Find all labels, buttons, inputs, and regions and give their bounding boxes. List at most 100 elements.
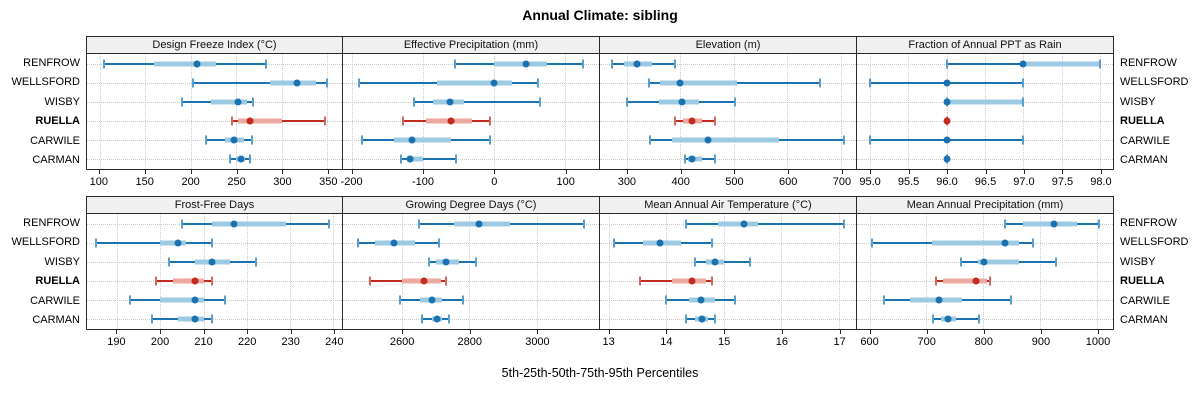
axis-tick-label: 13 [602, 336, 615, 348]
axis-tick [144, 170, 146, 174]
gridline-vertical [841, 54, 842, 169]
axis-tick [116, 330, 118, 334]
gridline-vertical [536, 214, 538, 329]
axis-tick [160, 330, 162, 334]
panel-effective-precipitation-mm: Effective Precipitation (mm) -200 -100 0 100 [340, 36, 600, 196]
station-label-wisby: WISBY [1120, 255, 1156, 268]
cap-5th-wellsford [613, 238, 616, 248]
station-label-carwile: CARWILE [1120, 134, 1170, 147]
median-dot-carwile [408, 136, 416, 144]
axis-tick-label: 700 [832, 176, 852, 188]
gridline-vertical [281, 54, 283, 169]
panel-mean-annual-precipitation-mm: Mean Annual Precipitation (mm) 600 700 800 9… [857, 196, 1114, 358]
cap-5th-renfrow [417, 219, 420, 229]
cap-5th-renfrow [945, 59, 948, 69]
gridline-vertical [983, 214, 985, 329]
gridline-horizontal [343, 319, 599, 321]
gridline-vertical [145, 54, 147, 169]
axis-tick-label: 3000 [525, 336, 550, 348]
gridline-vertical [1061, 54, 1063, 169]
gridline-horizontal [600, 242, 856, 244]
gridline-vertical [723, 214, 725, 329]
gridline-horizontal [600, 63, 856, 65]
gridline-horizontal [343, 300, 599, 302]
station-label-renfrow: RENFROW [23, 216, 80, 229]
cap-95th-ruella [489, 116, 492, 126]
median-dot-wellsford [293, 79, 301, 87]
axis-tick-label: 0 [491, 176, 498, 188]
axis-caption: 5th-25th-50th-75th-95th Percentiles [501, 366, 699, 380]
cap-5th-carwile [882, 295, 885, 305]
cap-5th-ruella [230, 116, 233, 126]
station-label-wellsford: WELLSFORD [11, 76, 80, 89]
gridline-horizontal [857, 223, 1113, 225]
cap-95th-renfrow [1097, 219, 1100, 229]
axis-tick [869, 330, 871, 334]
median-dot-wisby [711, 258, 719, 266]
interval-25-75-carman [177, 316, 204, 322]
axis-tick-label: 96.5 [974, 176, 997, 188]
axis-tick-label: -200 [340, 176, 363, 188]
station-labels-left: RENFROW WELLSFORD WISBY RUELLA CARWILE CARMAN [0, 196, 86, 358]
axis-tick-label: 100 [556, 176, 575, 188]
cap-95th-wellsford [211, 238, 214, 248]
interval-25-75-renfrow [493, 61, 548, 67]
axis-tick [626, 170, 628, 174]
cap-5th-wellsford [191, 78, 194, 88]
panel-strip-fraction-of-annual-ppt-as-rain: Fraction of Annual PPT as Rain [857, 36, 1114, 53]
axis-tick-label: 400 [671, 176, 690, 188]
median-dot-ruella [246, 117, 254, 125]
median-dot-wisby [943, 98, 951, 106]
cap-5th-ruella [368, 276, 371, 286]
gridline-vertical [351, 54, 353, 169]
axis-growing-degree-days-c: 2600 2800 3000 [343, 330, 600, 356]
cap-5th-wisby [693, 257, 696, 267]
cap-5th-ruella [639, 276, 642, 286]
interval-25-75-wellsford [270, 80, 317, 86]
axis-tick [402, 330, 404, 334]
interval-5-95-wellsford [192, 81, 327, 84]
interval-5-95-renfrow [686, 222, 845, 225]
median-dot-wisby [446, 98, 454, 106]
axis-frost-free-days: 190 200 210 220 230 240 [86, 330, 343, 356]
median-dot-carwile [428, 296, 436, 304]
cap-95th-renfrow [582, 219, 585, 229]
median-dot-ruella [420, 277, 428, 285]
cap-5th-carman [932, 314, 935, 324]
axis-tick [926, 330, 928, 334]
station-label-wisby: WISBY [44, 255, 80, 268]
gridline-horizontal [600, 121, 856, 123]
median-dot-wisby [442, 258, 450, 266]
axis-tick [839, 330, 841, 334]
panel-strip-effective-precipitation-mm: Effective Precipitation (mm) [343, 36, 600, 53]
gridline-vertical [99, 54, 101, 169]
axis-tick-label: 250 [227, 176, 246, 188]
median-dot-wellsford [390, 239, 398, 247]
axis-tick [781, 330, 783, 334]
axis-fraction-of-annual-ppt-as-rain: 95.0 95.5 96.0 96.5 97.0 97.5 98.0 [857, 170, 1114, 196]
axis-tick [734, 170, 736, 174]
panel-body-mean-annual-air-temperature-c [600, 213, 857, 330]
gridline-vertical [401, 214, 403, 329]
cap-95th-ruella [211, 276, 214, 286]
gridline-horizontal [87, 319, 342, 321]
cap-95th-wisby [734, 97, 737, 107]
gridline-vertical [246, 214, 248, 329]
gridline-vertical [608, 214, 610, 329]
cap-5th-renfrow [103, 59, 106, 69]
axis-tick [908, 170, 910, 174]
axis-tick [190, 170, 192, 174]
panel-body-fraction-of-annual-ppt-as-rain [857, 53, 1114, 170]
axis-tick [983, 330, 985, 334]
panel-body-growing-degree-days-c [343, 213, 600, 330]
axis-tick [1100, 170, 1102, 174]
axis-tick-label: 500 [725, 176, 744, 188]
station-label-ruella: RUELLA [1120, 275, 1165, 288]
axis-tick-label: 300 [273, 176, 292, 188]
axis-tick [565, 170, 567, 174]
gridline-vertical [838, 214, 840, 329]
interval-25-75-wellsford [932, 240, 1019, 246]
gridline-vertical [985, 54, 986, 169]
axis-tick-label: 800 [974, 336, 993, 348]
cap-5th-carwile [869, 135, 872, 145]
